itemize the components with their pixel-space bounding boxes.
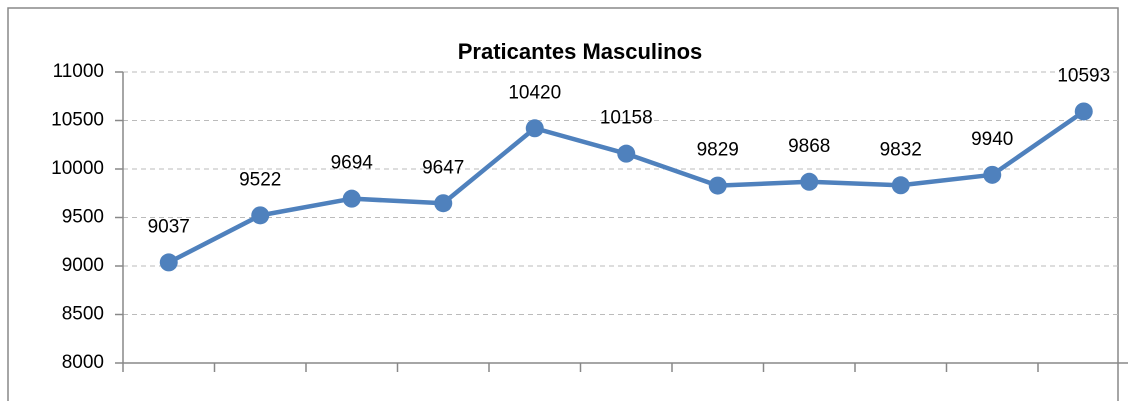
data-label: 9037 [148, 216, 190, 237]
y-tick-label: 11000 [53, 61, 104, 82]
data-point [525, 119, 544, 138]
y-tick-label: 10000 [51, 158, 104, 179]
data-point [1074, 102, 1093, 121]
y-tick-label: 10500 [51, 110, 104, 131]
data-point [708, 176, 727, 195]
data-label: 9832 [880, 139, 922, 160]
data-point [891, 176, 910, 195]
data-label: 10593 [1057, 65, 1110, 86]
data-point [251, 206, 270, 225]
data-point [159, 253, 178, 272]
data-label: 10158 [600, 108, 653, 129]
data-point [434, 194, 453, 213]
data-point [800, 172, 819, 191]
y-tick-label: 9000 [62, 255, 104, 276]
y-tick-label: 9500 [62, 207, 104, 228]
y-tick-label: 8500 [62, 304, 104, 325]
data-point [617, 144, 636, 163]
data-label: 10420 [508, 82, 561, 103]
chart-title: Praticantes Masculinos [458, 39, 703, 64]
data-label: 9940 [971, 129, 1013, 150]
data-label: 9868 [788, 136, 830, 157]
y-tick-label: 8000 [62, 352, 104, 373]
data-point [342, 189, 361, 208]
data-label: 9647 [422, 157, 464, 178]
data-point [983, 165, 1002, 184]
data-label: 9522 [239, 169, 281, 190]
data-label: 9694 [331, 153, 374, 174]
data-line [167, 109, 1086, 265]
data-label: 9829 [697, 140, 739, 161]
chart-border [7, 7, 1119, 401]
